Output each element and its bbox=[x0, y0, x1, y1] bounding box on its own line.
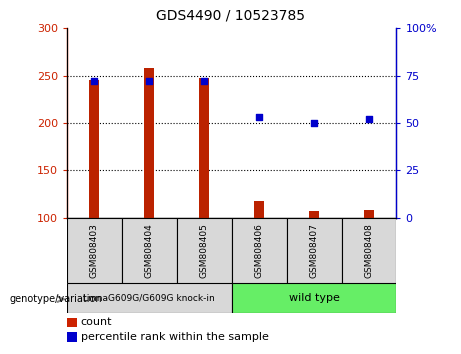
Text: wild type: wild type bbox=[289, 293, 339, 303]
Point bbox=[365, 116, 372, 122]
Text: GSM808406: GSM808406 bbox=[254, 223, 264, 278]
Bar bbox=[89, 80, 99, 218]
Bar bbox=[199, 78, 209, 218]
Text: GSM808407: GSM808407 bbox=[309, 223, 319, 278]
Text: percentile rank within the sample: percentile rank within the sample bbox=[81, 332, 269, 342]
Text: GDS4490 / 10523785: GDS4490 / 10523785 bbox=[156, 9, 305, 23]
Bar bbox=[287, 218, 342, 283]
Bar bbox=[342, 218, 396, 283]
Text: GSM808408: GSM808408 bbox=[365, 223, 373, 278]
Point bbox=[255, 114, 263, 120]
Text: genotype/variation: genotype/variation bbox=[9, 294, 102, 304]
Bar bbox=[364, 210, 374, 218]
Bar bbox=[309, 211, 319, 218]
Bar bbox=[67, 218, 122, 283]
Point bbox=[310, 120, 318, 126]
Bar bbox=[144, 68, 154, 218]
Text: GSM808405: GSM808405 bbox=[200, 223, 209, 278]
Bar bbox=[231, 283, 396, 313]
Point bbox=[146, 79, 153, 84]
Bar bbox=[122, 218, 177, 283]
Text: count: count bbox=[81, 318, 112, 327]
Bar bbox=[67, 283, 231, 313]
Text: GSM808404: GSM808404 bbox=[145, 223, 154, 278]
Point bbox=[91, 79, 98, 84]
Bar bbox=[231, 218, 287, 283]
Text: GSM808403: GSM808403 bbox=[90, 223, 99, 278]
Bar bbox=[254, 201, 264, 218]
Bar bbox=[177, 218, 231, 283]
Text: LmnaG609G/G609G knock-in: LmnaG609G/G609G knock-in bbox=[83, 294, 215, 303]
Point bbox=[201, 79, 208, 84]
